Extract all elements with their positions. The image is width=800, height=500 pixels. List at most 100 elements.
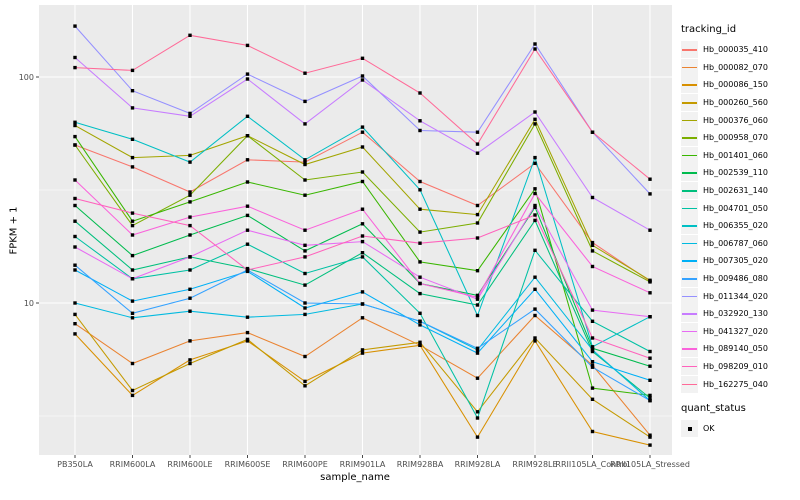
data-point xyxy=(590,397,595,401)
x-tick-label: RRIM600LA xyxy=(109,460,156,469)
legend-line-swatch xyxy=(682,313,697,315)
data-point xyxy=(303,384,307,388)
legend-item-Hb_089140_050: Hb_089140_050 xyxy=(681,340,799,358)
data-point xyxy=(130,393,135,398)
legend-item-label: Hb_007305_020 xyxy=(703,256,768,266)
data-point xyxy=(648,443,652,447)
legend-item-Hb_000376_060: Hb_000376_060 xyxy=(681,111,799,129)
legend-item-label: Hb_004701_050 xyxy=(703,203,768,213)
data-point xyxy=(360,234,365,238)
data-point xyxy=(418,291,422,296)
legend-line-swatch xyxy=(682,66,697,69)
legend-item-label: Hb_011344_020 xyxy=(703,291,768,301)
data-point xyxy=(418,188,422,192)
data-point xyxy=(648,228,652,232)
legend-item-label: Hb_000086_150 xyxy=(703,80,768,90)
data-point xyxy=(418,91,422,95)
data-point xyxy=(360,316,365,320)
data-point xyxy=(188,233,192,237)
data-point xyxy=(303,99,307,104)
data-point xyxy=(130,316,135,320)
data-point xyxy=(648,280,652,284)
data-point xyxy=(73,301,77,305)
data-point xyxy=(188,33,192,37)
legend-item-label: Hb_089140_050 xyxy=(703,344,768,354)
legend-item-Hb_000260_560: Hb_000260_560 xyxy=(681,94,799,112)
data-point xyxy=(73,120,77,124)
data-point xyxy=(303,255,307,259)
legend-item-Hb_002631_140: Hb_002631_140 xyxy=(681,182,799,200)
legend-line-swatch xyxy=(682,383,697,386)
legend-key xyxy=(681,58,698,76)
data-point xyxy=(73,196,77,201)
data-point xyxy=(360,351,365,355)
data-point xyxy=(130,233,135,237)
legend-item-Hb_002539_110: Hb_002539_110 xyxy=(681,164,799,182)
legend-item-Hb_162275_040: Hb_162275_040 xyxy=(681,375,799,393)
legend-key xyxy=(681,76,698,94)
data-point xyxy=(475,293,480,298)
x-axis-title: sample_name xyxy=(320,472,390,483)
data-point xyxy=(475,313,480,318)
legend-line-swatch xyxy=(682,207,697,210)
data-point xyxy=(130,165,135,169)
data-point xyxy=(533,155,537,160)
data-point xyxy=(73,263,77,267)
data-point xyxy=(648,396,652,400)
data-point xyxy=(475,297,480,301)
data-point xyxy=(188,223,192,228)
legend-item-quant-ok: OK xyxy=(681,420,799,438)
legend-item-label: Hb_002539_110 xyxy=(703,168,768,178)
data-point xyxy=(130,299,135,303)
data-point xyxy=(418,260,422,264)
data-point xyxy=(188,255,192,259)
data-point xyxy=(188,296,192,300)
legend-item-label: Hb_000260_560 xyxy=(703,98,768,108)
legend-item-list: Hb_000035_410 Hb_000082_070 Hb_000086_15… xyxy=(681,41,799,393)
legend-key xyxy=(681,111,698,129)
data-point xyxy=(303,243,307,247)
data-point xyxy=(245,337,250,342)
legend-line-swatch xyxy=(682,49,697,51)
x-tick-label: RRIM901LA xyxy=(339,460,386,469)
data-point xyxy=(475,130,480,134)
data-point xyxy=(188,361,192,366)
data-point xyxy=(360,125,365,129)
legend-title-quant-status: quant_status xyxy=(681,402,746,414)
data-point xyxy=(188,215,192,219)
data-point xyxy=(590,130,595,134)
legend-item-label: Hb_000035_410 xyxy=(703,45,768,55)
data-point xyxy=(533,122,537,126)
y-tick-label: 10 xyxy=(23,298,34,308)
data-point xyxy=(73,65,77,70)
legend-key xyxy=(681,41,698,59)
legend-line-swatch xyxy=(682,154,697,157)
data-point xyxy=(648,364,652,368)
data-point xyxy=(475,295,480,299)
legend-item-label: Hb_000082_070 xyxy=(703,62,768,72)
legend-item-Hb_000086_150: Hb_000086_150 xyxy=(681,76,799,94)
data-point xyxy=(418,281,422,286)
data-point xyxy=(245,213,250,218)
data-point xyxy=(475,203,480,208)
data-point xyxy=(360,251,365,255)
data-point xyxy=(590,429,595,434)
data-point xyxy=(73,203,77,208)
legend-item-Hb_006787_060: Hb_006787_060 xyxy=(681,234,799,253)
data-point xyxy=(303,228,307,232)
data-point xyxy=(533,339,537,343)
legend-key xyxy=(681,146,698,164)
x-tick-label: RRIM600LE xyxy=(167,460,213,469)
data-point xyxy=(533,213,537,217)
data-point xyxy=(648,177,652,181)
data-point xyxy=(130,68,135,73)
data-point xyxy=(303,160,307,164)
data-point xyxy=(303,306,307,310)
data-point xyxy=(245,242,250,246)
legend-key xyxy=(681,270,698,288)
legend-key xyxy=(681,234,698,252)
data-point xyxy=(648,349,652,354)
data-point xyxy=(360,255,365,259)
legend-key xyxy=(681,340,698,358)
data-point xyxy=(475,303,480,307)
